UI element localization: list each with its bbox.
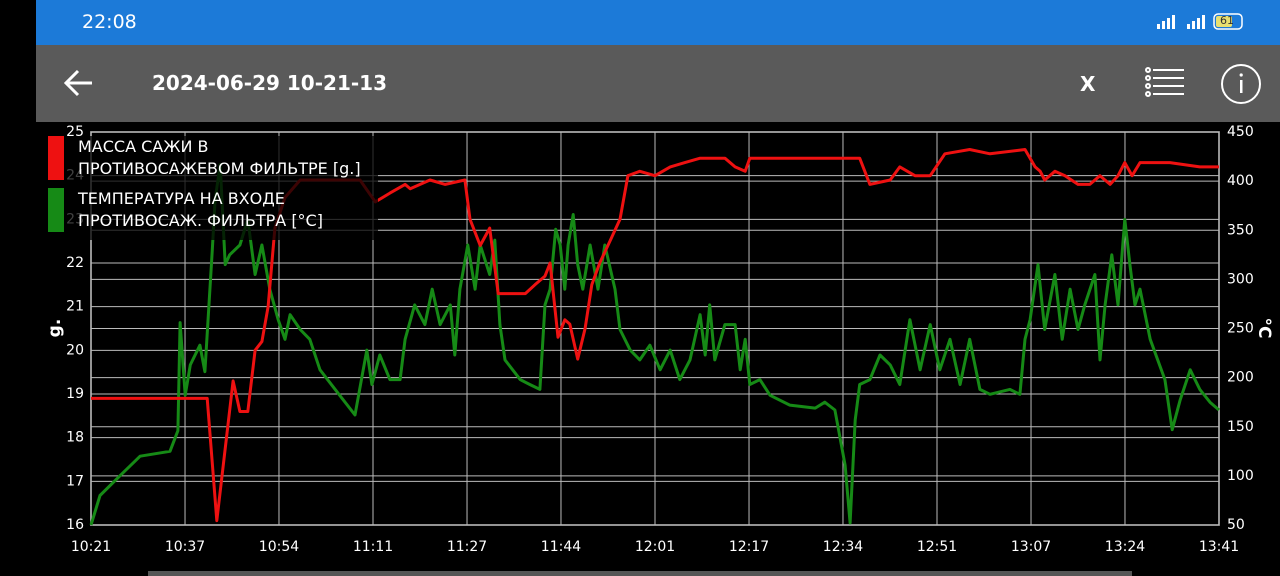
series-line bbox=[89, 162, 1220, 526]
menu-button[interactable] bbox=[1144, 67, 1186, 99]
clock: 22:08 bbox=[82, 11, 137, 33]
back-button[interactable] bbox=[64, 69, 96, 97]
y-tick-label: 22 bbox=[66, 255, 84, 271]
y2-tick-label: 400 bbox=[1227, 173, 1254, 189]
y-tick-label: 19 bbox=[66, 386, 84, 402]
status-bar: 22:08 61 bbox=[36, 0, 1280, 45]
toolbar: 2024-06-29 10-21-13 X bbox=[36, 45, 1280, 122]
info-button[interactable] bbox=[1220, 63, 1262, 105]
legend: МАССА САЖИ В ПРОТИВОСАЖЕВОМ ФИЛЬТРЕ [g.]… bbox=[48, 136, 378, 240]
y-tick-label: 16 bbox=[66, 517, 84, 533]
status-icons bbox=[1157, 13, 1243, 30]
x-tick-label: 10:54 bbox=[259, 539, 299, 555]
x-tick-label: 11:11 bbox=[353, 539, 393, 555]
x-tick-label: 12:51 bbox=[917, 539, 957, 555]
y-tick-label: 18 bbox=[66, 430, 84, 446]
x-tick-label: 13:07 bbox=[1011, 539, 1051, 555]
x-tick-label: 12:17 bbox=[729, 539, 769, 555]
legend-label: ТЕМПЕРАТУРА НА ВХОДЕ ПРОТИВОСАЖ. ФИЛЬТРА… bbox=[78, 189, 323, 230]
battery-level: 61 bbox=[1220, 14, 1234, 27]
legend-swatch bbox=[48, 188, 64, 232]
y2-tick-label: 450 bbox=[1227, 124, 1254, 140]
y2-tick-label: 300 bbox=[1227, 271, 1254, 287]
y-tick-label: 20 bbox=[66, 342, 84, 358]
x-tick-label: 13:41 bbox=[1199, 539, 1239, 555]
legend-swatch bbox=[48, 136, 64, 180]
scrollbar bbox=[148, 571, 1132, 576]
x-tick-label: 10:37 bbox=[165, 539, 205, 555]
y-tick-label: 21 bbox=[66, 299, 84, 315]
legend-item: ТЕМПЕРАТУРА НА ВХОДЕ ПРОТИВОСАЖ. ФИЛЬТРА… bbox=[48, 188, 378, 232]
y2-tick-label: 200 bbox=[1227, 370, 1254, 386]
close-button[interactable]: X bbox=[1080, 72, 1096, 96]
y2-tick-label: 100 bbox=[1227, 468, 1254, 484]
legend-label: МАССА САЖИ В ПРОТИВОСАЖЕВОМ ФИЛЬТРЕ [g.] bbox=[78, 137, 361, 178]
legend-item: МАССА САЖИ В ПРОТИВОСАЖЕВОМ ФИЛЬТРЕ [g.] bbox=[48, 136, 378, 180]
y2-tick-label: 350 bbox=[1227, 222, 1254, 238]
x-tick-label: 11:44 bbox=[541, 539, 581, 555]
x-tick-label: 13:24 bbox=[1105, 539, 1145, 555]
y2-tick-label: 250 bbox=[1227, 321, 1254, 337]
x-tick-label: 10:21 bbox=[71, 539, 111, 555]
x-tick-label: 11:27 bbox=[447, 539, 487, 555]
title: 2024-06-29 10-21-13 bbox=[152, 71, 387, 95]
y2-tick-label: 150 bbox=[1227, 419, 1254, 435]
y-axis-label: g. bbox=[45, 319, 65, 338]
x-tick-label: 12:01 bbox=[635, 539, 675, 555]
y2-axis-label: °C bbox=[1254, 318, 1274, 339]
y2-tick-label: 50 bbox=[1227, 517, 1245, 533]
y-tick-label: 17 bbox=[66, 473, 84, 489]
x-tick-label: 12:34 bbox=[823, 539, 863, 555]
